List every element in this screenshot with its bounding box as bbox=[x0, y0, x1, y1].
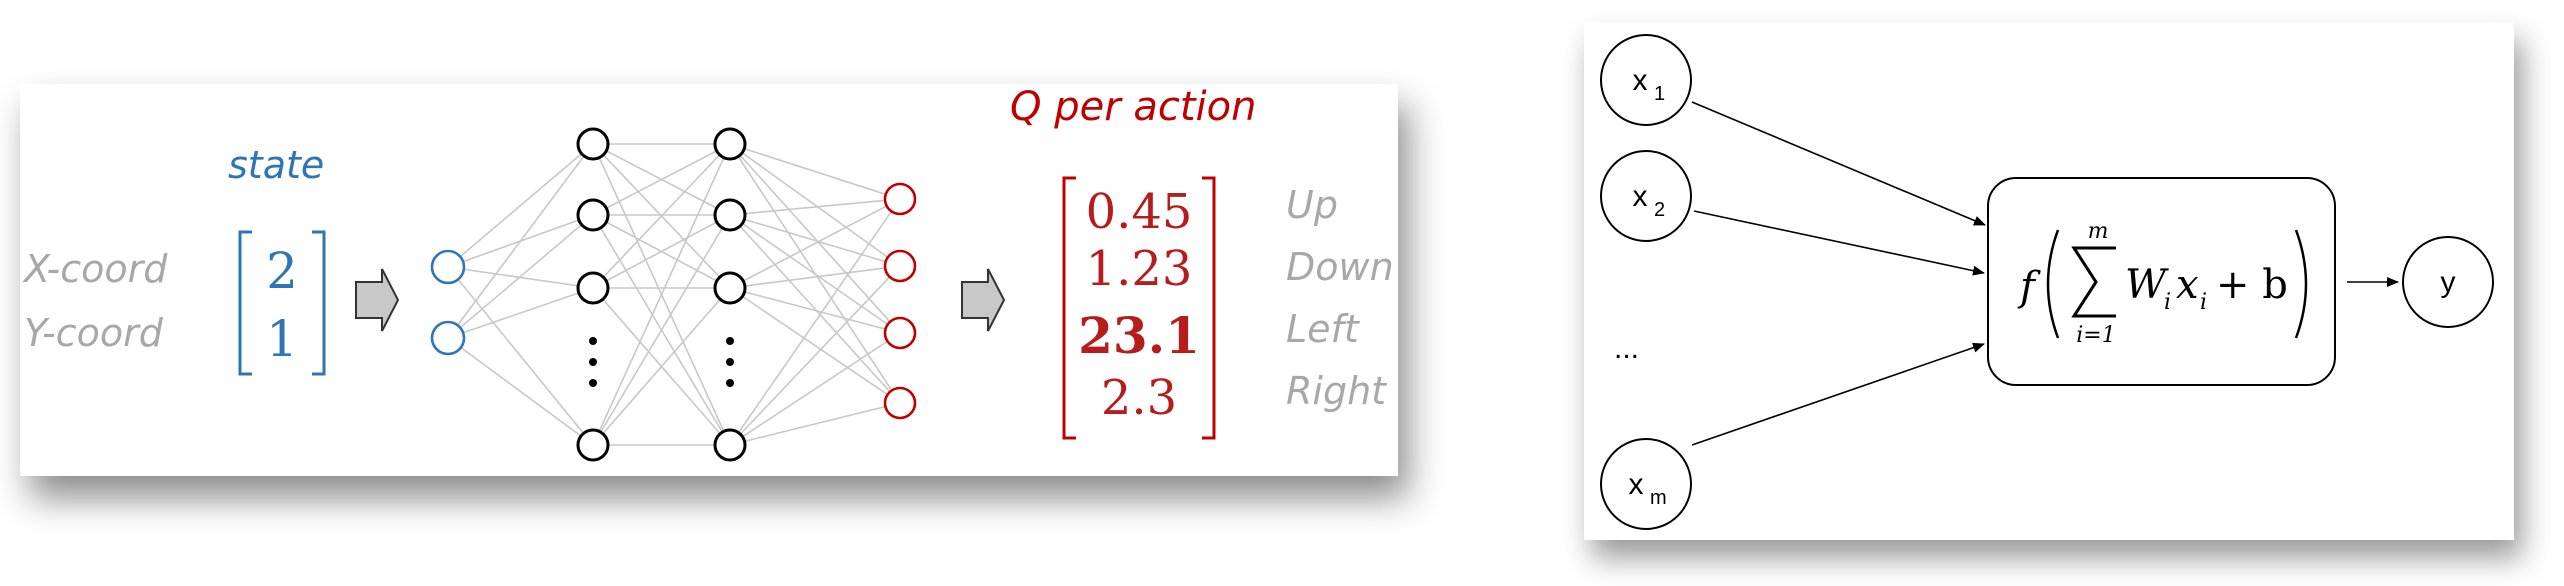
neuron-box bbox=[1987, 177, 2336, 386]
formula-paren-left bbox=[2046, 229, 2060, 339]
input-node-x2 bbox=[1600, 150, 1692, 242]
state-title: state bbox=[228, 143, 324, 187]
hidden-node bbox=[576, 198, 610, 232]
arrow-to-network-icon bbox=[355, 268, 400, 332]
q-value-up: 0.45 bbox=[1086, 184, 1193, 240]
perceptron-diagram-panel: x 1 x 2 ... x m f m i=1 W i x i + b y bbox=[1584, 22, 2514, 540]
output-node bbox=[883, 386, 917, 420]
input-label-x: X-coord bbox=[22, 247, 168, 291]
formula-paren-right bbox=[2294, 229, 2308, 339]
formula-var: x bbox=[2176, 262, 2199, 308]
network-connections bbox=[447, 143, 901, 446]
dqn-diagram: X-coord Y-coord state 2 1 bbox=[22, 84, 1394, 462]
formula-sum-lower: i=1 bbox=[2076, 323, 2115, 348]
input-value-x: 2 bbox=[266, 242, 298, 300]
input-bracket-left bbox=[238, 230, 252, 376]
action-label-right: Right bbox=[1286, 369, 1388, 413]
input-node-xm-label: x bbox=[1629, 468, 1644, 501]
hidden-node bbox=[576, 428, 610, 462]
output-node bbox=[883, 249, 917, 283]
action-label-down: Down bbox=[1286, 245, 1394, 289]
input-node bbox=[430, 249, 466, 285]
output-node-y-label: y bbox=[2441, 266, 2456, 299]
input-node-xm bbox=[1600, 438, 1692, 530]
hidden-node bbox=[713, 127, 747, 161]
output-node bbox=[883, 182, 917, 216]
input-node-x2-sub: 2 bbox=[1654, 199, 1665, 221]
input-node-xm-sub: m bbox=[1650, 487, 1667, 509]
q-value-left: 23.1 bbox=[1078, 306, 1200, 365]
input-value-y: 1 bbox=[266, 310, 298, 368]
input-node bbox=[430, 320, 466, 356]
edge-x1 bbox=[1691, 101, 1986, 226]
hidden-layer-2-ellipsis bbox=[726, 337, 734, 387]
inputs-ellipsis: ... bbox=[1614, 332, 1639, 365]
input-node-x1-sub: 1 bbox=[1654, 83, 1665, 105]
input-bracket-right bbox=[312, 230, 326, 376]
hidden-node bbox=[576, 127, 610, 161]
q-value-right: 2.3 bbox=[1101, 370, 1177, 426]
edge-xm bbox=[1691, 342, 1985, 446]
action-label-left: Left bbox=[1286, 307, 1361, 351]
sigma-icon bbox=[2071, 246, 2116, 318]
input-node-x1-label: x bbox=[1633, 64, 1648, 97]
output-node-y bbox=[2402, 236, 2494, 328]
output-bracket-right bbox=[1202, 176, 1216, 440]
dqn-diagram-panel: X-coord Y-coord state 2 1 bbox=[20, 84, 1398, 476]
input-node-x1 bbox=[1600, 34, 1692, 126]
hidden-node bbox=[576, 271, 610, 305]
formula-term: W bbox=[2125, 262, 2169, 308]
hidden-layer-1-ellipsis bbox=[589, 337, 597, 387]
action-label-up: Up bbox=[1286, 183, 1338, 227]
output-node bbox=[883, 316, 917, 350]
hidden-node bbox=[713, 428, 747, 462]
q-per-action-title: Q per action bbox=[1010, 84, 1256, 130]
hidden-node bbox=[713, 271, 747, 305]
formula-sum-upper: m bbox=[2088, 219, 2109, 244]
input-node-x2-label: x bbox=[1633, 180, 1648, 213]
formula-term-sub: i bbox=[2164, 290, 2171, 315]
perceptron-diagram: x 1 x 2 ... x m f m i=1 W i x i + b y bbox=[1600, 34, 2494, 530]
q-value-down: 1.23 bbox=[1086, 241, 1193, 297]
edge-x2 bbox=[1693, 210, 1985, 276]
hidden-node bbox=[713, 198, 747, 232]
formula-var-sub: i bbox=[2200, 290, 2207, 315]
arrow-to-output-icon bbox=[961, 268, 1006, 332]
formula-plus-b: + b bbox=[2216, 262, 2288, 308]
input-label-y: Y-coord bbox=[24, 311, 164, 355]
output-bracket-left bbox=[1062, 176, 1076, 440]
